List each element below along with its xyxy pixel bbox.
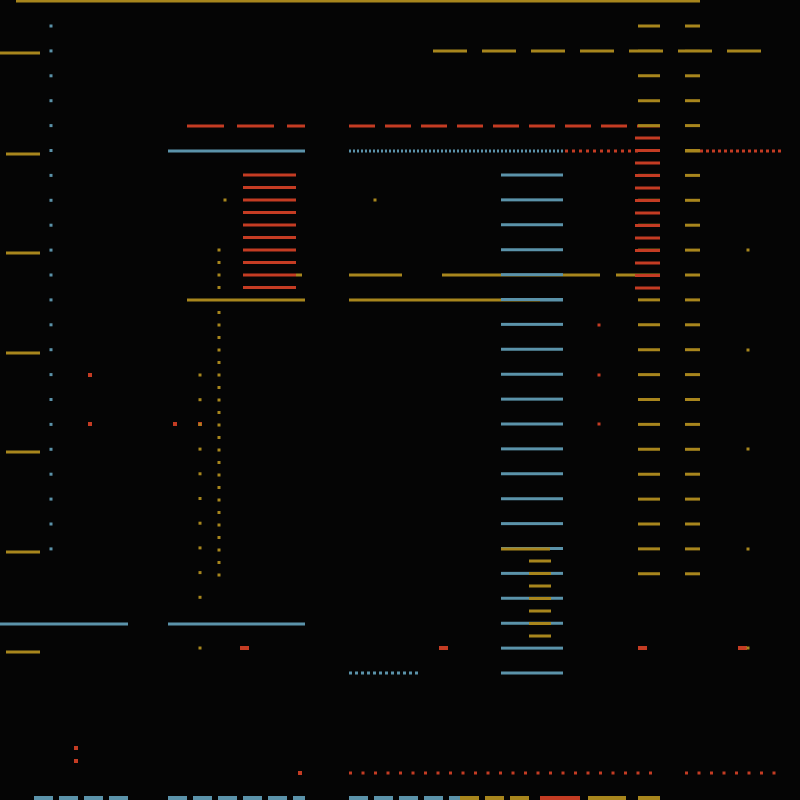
- red-dot: [88, 422, 92, 426]
- gold-column-dot: [198, 398, 202, 402]
- gold-column-dot: [217, 486, 221, 489]
- gold-column-dot: [217, 548, 221, 552]
- pattern-layer: [0, 0, 782, 800]
- red-dot: [88, 373, 92, 377]
- gold-column-dot: [217, 536, 221, 539]
- gold-column-dot: [217, 398, 221, 402]
- gold-column-dot: [217, 411, 221, 414]
- left-blue-dot: [49, 447, 53, 451]
- gold-column-dot: [198, 571, 202, 575]
- left-blue-dot: [49, 323, 53, 327]
- left-blue-dot: [49, 497, 53, 501]
- gold-column-dot: [217, 248, 221, 252]
- left-blue-dot: [49, 149, 53, 152]
- gold-column-dot: [198, 472, 202, 476]
- red-dot: [173, 422, 177, 426]
- gold-column-dot: [217, 348, 221, 352]
- gold-column-dot: [198, 422, 202, 426]
- left-blue-dot: [49, 99, 53, 103]
- left-blue-dot: [49, 398, 53, 401]
- far-right-gold-dot: [746, 547, 750, 551]
- gold-column-dot: [217, 498, 221, 502]
- gold-dot: [223, 198, 227, 202]
- gold-column-dot: [217, 311, 221, 314]
- red-dot: [74, 746, 78, 750]
- far-right-gold-dot: [746, 248, 750, 252]
- gold-column-dot: [217, 373, 221, 377]
- gold-column-dot: [217, 336, 221, 339]
- left-blue-dot: [49, 198, 53, 202]
- gold-column-dot: [217, 286, 221, 289]
- left-blue-dot: [49, 24, 53, 28]
- left-blue-dot: [49, 547, 53, 551]
- left-blue-dot: [49, 298, 53, 302]
- left-blue-dot: [49, 422, 53, 426]
- gold-column-dot: [217, 273, 221, 277]
- gold-column-dot: [217, 423, 221, 427]
- gold-column-dot: [217, 361, 221, 364]
- gold-column-dot: [198, 447, 202, 451]
- gold-column-dot: [217, 461, 221, 464]
- left-blue-dot: [49, 348, 53, 352]
- gold-column-dot: [198, 546, 202, 550]
- far-right-gold-dot: [746, 348, 750, 352]
- gold-column-dot: [217, 561, 221, 564]
- gold-column-dot: [217, 473, 221, 477]
- left-blue-dot: [49, 173, 53, 177]
- gold-column-dot: [198, 595, 202, 599]
- red-dot: [597, 323, 601, 327]
- gold-column-dot: [217, 511, 221, 514]
- left-blue-dot: [49, 49, 53, 53]
- left-blue-dot: [49, 472, 53, 476]
- far-right-gold-dot: [746, 447, 750, 451]
- gold-dot: [373, 198, 377, 202]
- red-dot: [597, 422, 601, 426]
- gold-column-dot: [217, 386, 221, 389]
- left-blue-dot: [49, 74, 53, 78]
- gold-column-dot: [198, 373, 202, 377]
- gold-dot: [746, 646, 750, 650]
- left-blue-dot: [49, 124, 53, 128]
- gold-column-dot: [198, 497, 202, 500]
- red-dot: [597, 373, 601, 377]
- left-blue-dot: [49, 248, 53, 252]
- gold-dot: [198, 646, 202, 650]
- gold-column-dot: [217, 436, 221, 439]
- gold-column-dot: [217, 573, 221, 577]
- red-dot: [74, 759, 78, 763]
- red-dot: [298, 771, 302, 775]
- gold-column-dot: [217, 261, 221, 264]
- left-blue-dot: [49, 522, 53, 526]
- gold-column-dot: [217, 448, 221, 452]
- left-blue-dot: [49, 273, 53, 277]
- left-blue-dot: [49, 373, 53, 377]
- left-blue-dot: [49, 223, 53, 227]
- gold-column-dot: [198, 521, 202, 525]
- gold-column-dot: [217, 323, 221, 327]
- gold-column-dot: [217, 523, 221, 527]
